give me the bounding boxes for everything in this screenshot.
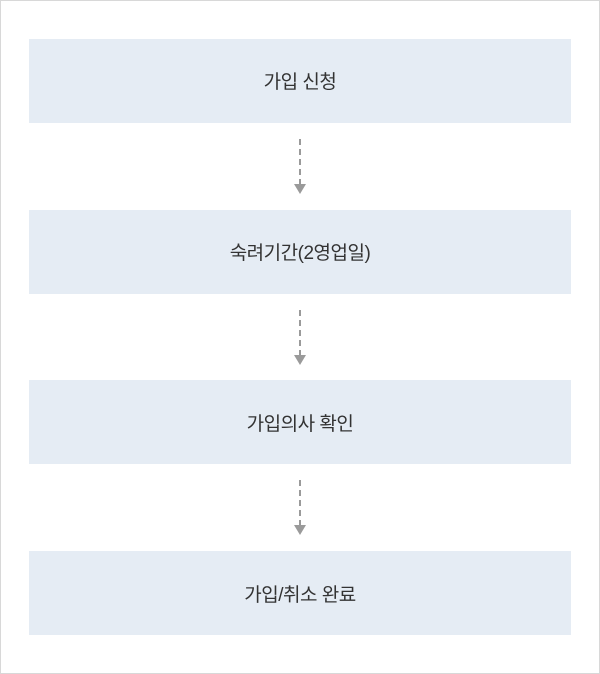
flow-step: 가입/취소 완료	[29, 551, 571, 635]
flow-step: 가입의사 확인	[29, 380, 571, 464]
flow-step-label: 가입 신청	[264, 67, 337, 94]
arrow-down-icon	[294, 480, 306, 535]
flow-step: 가입 신청	[29, 39, 571, 123]
flow-step-label: 가입의사 확인	[247, 409, 354, 436]
flow-arrow	[29, 123, 571, 210]
flow-arrow	[29, 294, 571, 381]
flow-step: 숙려기간(2영업일)	[29, 210, 571, 294]
arrow-down-icon	[294, 139, 306, 194]
arrow-down-icon	[294, 310, 306, 365]
flow-step-label: 가입/취소 완료	[244, 580, 355, 607]
flow-container: 가입 신청 숙려기간(2영업일) 가입의사 확인 가입/취소 완료	[0, 0, 600, 674]
flow-step-label: 숙려기간(2영업일)	[230, 238, 371, 265]
flow-arrow	[29, 464, 571, 551]
